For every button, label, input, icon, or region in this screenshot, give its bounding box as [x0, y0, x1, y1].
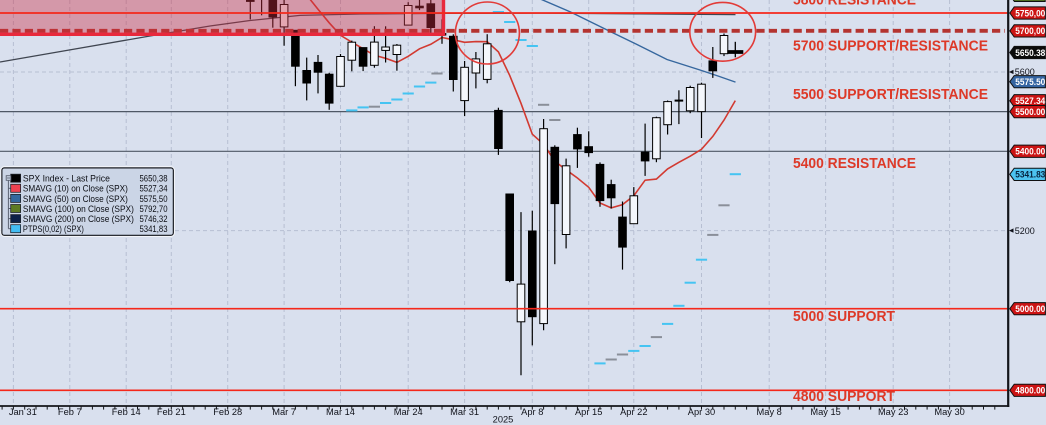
svg-text:PTPS(0,02) (SPX): PTPS(0,02) (SPX): [23, 224, 84, 235]
svg-text:Mar 7: Mar 7: [272, 407, 296, 417]
svg-text:5200: 5200: [1015, 226, 1035, 236]
svg-text:5000.00: 5000.00: [1015, 303, 1045, 314]
svg-text:5800 RESISTANCE: 5800 RESISTANCE: [793, 0, 916, 9]
svg-text:Jan 31: Jan 31: [9, 407, 37, 417]
svg-text:2025: 2025: [493, 414, 514, 424]
svg-text:SMAVG (10) on Close (SPX): SMAVG (10) on Close (SPX): [23, 184, 128, 195]
svg-text:Mar 14: Mar 14: [326, 407, 355, 417]
svg-text:5750,00: 5750,00: [1015, 7, 1045, 18]
svg-text:Apr 8: Apr 8: [521, 407, 543, 417]
svg-text:5700,00: 5700,00: [1015, 25, 1045, 36]
svg-text:May 15: May 15: [810, 407, 841, 417]
svg-text:5600: 5600: [1015, 67, 1035, 77]
svg-text:5650.38: 5650.38: [1015, 47, 1045, 58]
svg-text:SMAVG (100) on Close (SPX): SMAVG (100) on Close (SPX): [23, 204, 134, 215]
svg-text:5650,38: 5650,38: [140, 174, 168, 185]
svg-text:Feb 7: Feb 7: [58, 407, 82, 417]
svg-text:Feb 14: Feb 14: [112, 407, 141, 417]
svg-text:May 8: May 8: [757, 407, 782, 417]
svg-text:5500 SUPPORT/RESISTANCE: 5500 SUPPORT/RESISTANCE: [793, 86, 988, 103]
svg-text:4800.00: 4800.00: [1015, 385, 1045, 396]
svg-text:5527,34: 5527,34: [140, 184, 168, 195]
svg-text:5575.50: 5575.50: [1015, 76, 1045, 87]
svg-text:5700 SUPPORT/RESISTANCE: 5700 SUPPORT/RESISTANCE: [793, 38, 988, 55]
svg-text:5400 RESISTANCE: 5400 RESISTANCE: [793, 155, 916, 172]
svg-text:Feb 21: Feb 21: [157, 407, 186, 417]
svg-text:5500.00: 5500.00: [1015, 106, 1045, 117]
svg-text:5341,83: 5341,83: [140, 224, 168, 235]
svg-text:SMAVG (200) on Close (SPX): SMAVG (200) on Close (SPX): [23, 214, 134, 225]
svg-text:Mar 24: Mar 24: [394, 407, 423, 417]
svg-text:Apr 22: Apr 22: [620, 407, 647, 417]
svg-text:May 23: May 23: [878, 407, 909, 417]
svg-text:Apr 30: Apr 30: [688, 407, 715, 417]
svg-text:Feb 28: Feb 28: [213, 407, 242, 417]
svg-text:5400.00: 5400.00: [1015, 146, 1045, 157]
svg-text:5000 SUPPORT: 5000 SUPPORT: [793, 308, 895, 325]
svg-text:5341.83: 5341.83: [1015, 169, 1045, 180]
svg-text:Mar 31: Mar 31: [450, 407, 479, 417]
svg-text:5575,50: 5575,50: [140, 194, 168, 205]
svg-text:SMAVG (50) on Close (SPX): SMAVG (50) on Close (SPX): [23, 194, 128, 205]
svg-text:5527.34: 5527.34: [1015, 95, 1046, 106]
svg-text:May 30: May 30: [934, 407, 965, 417]
svg-text:5746,32: 5746,32: [140, 214, 168, 225]
svg-text:5792,70: 5792,70: [140, 204, 168, 215]
svg-text:SPX Index - Last Price: SPX Index - Last Price: [23, 174, 110, 185]
svg-text:Apr 15: Apr 15: [575, 407, 602, 417]
svg-text:4800 SUPPORT: 4800 SUPPORT: [793, 388, 895, 405]
